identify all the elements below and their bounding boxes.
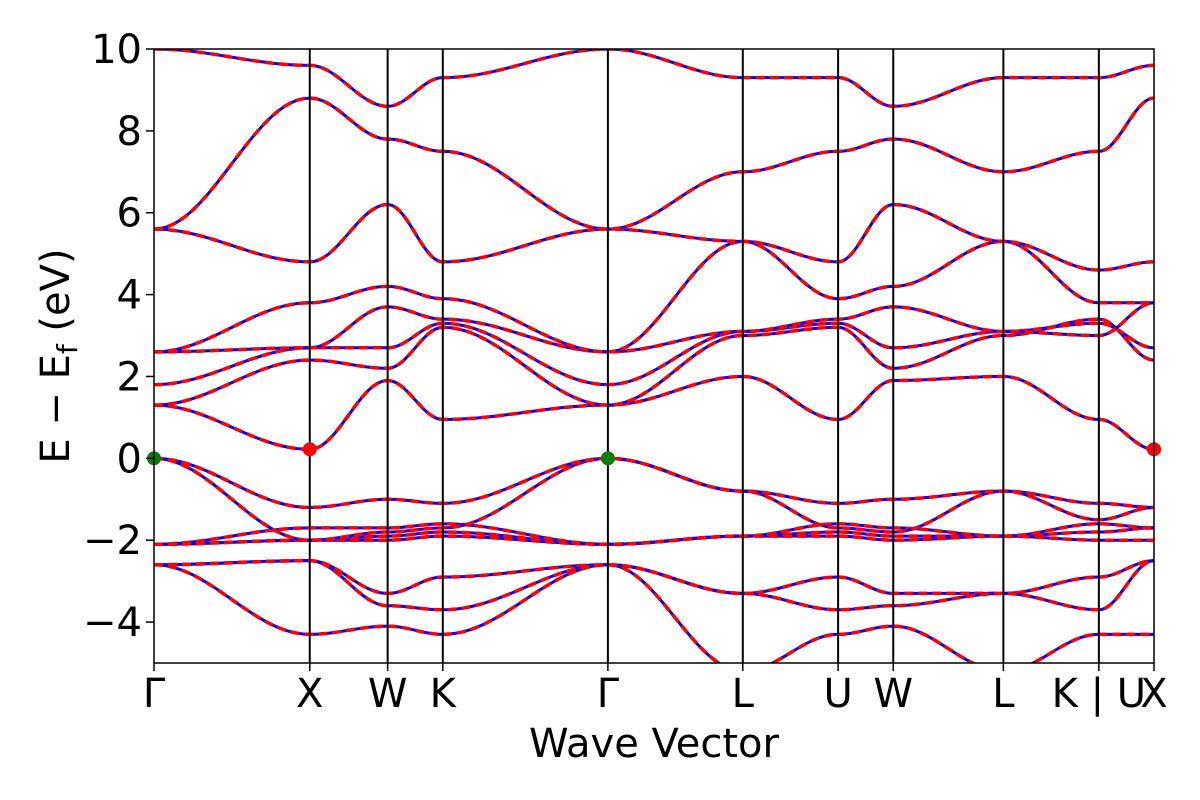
y-tick-label: 6 bbox=[117, 191, 142, 237]
x-tick-label: X bbox=[1140, 671, 1167, 717]
plot-background bbox=[154, 49, 1154, 663]
band-0 bbox=[154, 563, 1154, 663]
y-axis-title: E − Ef (eV) bbox=[33, 248, 84, 463]
x-axis-title: Wave Vector bbox=[529, 721, 780, 767]
band-10 bbox=[154, 321, 1154, 387]
y-tick-label: 0 bbox=[117, 436, 142, 482]
x-tick-label: X bbox=[296, 671, 323, 717]
high-symmetry-lines bbox=[308, 49, 1100, 663]
vbm-marker bbox=[600, 451, 615, 466]
x-tick-label: L bbox=[732, 671, 755, 717]
band-12 bbox=[154, 239, 1154, 354]
y-tick-label: 8 bbox=[117, 109, 142, 155]
y-tick-label: −2 bbox=[83, 518, 142, 564]
y-tick-label: 10 bbox=[91, 27, 142, 73]
y-tick-label: −4 bbox=[83, 600, 142, 646]
plot-frame bbox=[153, 48, 1155, 664]
y-tick-label: 2 bbox=[117, 354, 142, 400]
x-tick-label: K bbox=[430, 671, 458, 717]
y-tick-label: 4 bbox=[117, 273, 142, 319]
x-tick-label: U bbox=[823, 671, 852, 717]
x-tick-label: W bbox=[368, 671, 408, 717]
y-axis-ticks: −4 −2 0 2 4 6 8 10 bbox=[83, 27, 154, 646]
x-tick-label: L bbox=[992, 671, 1015, 717]
x-tick-label: Γ bbox=[143, 671, 166, 717]
y-axis-title-unit: (eV) bbox=[33, 248, 79, 344]
cbm-marker bbox=[302, 442, 317, 457]
x-tick-label: W bbox=[873, 671, 913, 717]
x-tick-label: Γ bbox=[597, 671, 620, 717]
y-axis-title-subscript: f bbox=[51, 343, 84, 354]
x-tick-label: K | U bbox=[1052, 671, 1146, 717]
y-axis-title-main: E − E bbox=[33, 354, 79, 464]
